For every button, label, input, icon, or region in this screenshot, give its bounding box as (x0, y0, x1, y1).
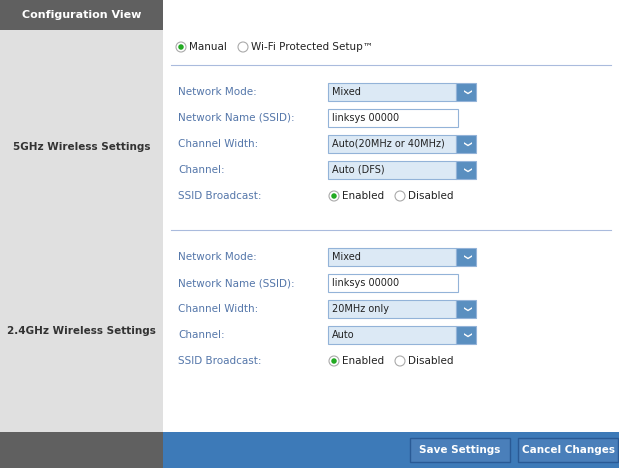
FancyBboxPatch shape (163, 0, 619, 432)
FancyBboxPatch shape (163, 432, 619, 468)
FancyBboxPatch shape (456, 326, 476, 344)
Text: Disabled: Disabled (408, 191, 454, 201)
Text: ❯: ❯ (462, 89, 470, 95)
Text: ❯: ❯ (462, 332, 470, 338)
Text: linksys 00000: linksys 00000 (332, 113, 399, 123)
FancyBboxPatch shape (456, 248, 476, 266)
FancyBboxPatch shape (328, 135, 456, 153)
Text: Enabled: Enabled (342, 356, 384, 366)
Text: Network Mode:: Network Mode: (178, 87, 257, 97)
FancyBboxPatch shape (0, 0, 163, 30)
FancyBboxPatch shape (328, 109, 458, 127)
Text: 5GHz Wireless Settings: 5GHz Wireless Settings (13, 142, 150, 153)
Text: Auto(20MHz or 40MHz): Auto(20MHz or 40MHz) (332, 139, 444, 149)
Text: Channel Width:: Channel Width: (178, 304, 258, 314)
Circle shape (329, 191, 339, 201)
Text: Cancel Changes: Cancel Changes (521, 445, 615, 455)
Circle shape (176, 42, 186, 52)
Text: linksys 00000: linksys 00000 (332, 278, 399, 288)
Text: ❯: ❯ (462, 141, 470, 147)
FancyBboxPatch shape (456, 300, 476, 318)
FancyBboxPatch shape (456, 83, 476, 101)
Text: Disabled: Disabled (408, 356, 454, 366)
Circle shape (238, 42, 248, 52)
FancyBboxPatch shape (456, 161, 476, 179)
Text: 2.4GHz Wireless Settings: 2.4GHz Wireless Settings (7, 326, 156, 336)
Text: Mixed: Mixed (332, 87, 361, 97)
FancyBboxPatch shape (410, 438, 510, 462)
Text: SSID Broadcast:: SSID Broadcast: (178, 356, 261, 366)
Text: Manual: Manual (189, 42, 227, 52)
Text: Network Name (SSID):: Network Name (SSID): (178, 278, 295, 288)
Text: SSID Broadcast:: SSID Broadcast: (178, 191, 261, 201)
FancyBboxPatch shape (328, 83, 456, 101)
FancyBboxPatch shape (0, 0, 163, 468)
FancyBboxPatch shape (0, 432, 163, 468)
FancyBboxPatch shape (518, 438, 618, 462)
Circle shape (395, 191, 405, 201)
Text: Save Settings: Save Settings (419, 445, 501, 455)
Text: Channel Width:: Channel Width: (178, 139, 258, 149)
FancyBboxPatch shape (456, 135, 476, 153)
Circle shape (331, 193, 337, 199)
Text: Auto: Auto (332, 330, 355, 340)
Text: Network Mode:: Network Mode: (178, 252, 257, 262)
Text: Mixed: Mixed (332, 252, 361, 262)
Text: Auto (DFS): Auto (DFS) (332, 165, 384, 175)
Text: Channel:: Channel: (178, 165, 225, 175)
Circle shape (395, 356, 405, 366)
Text: Enabled: Enabled (342, 191, 384, 201)
Text: ❯: ❯ (462, 167, 470, 173)
FancyBboxPatch shape (328, 326, 456, 344)
Text: Channel:: Channel: (178, 330, 225, 340)
Text: ❯: ❯ (462, 306, 470, 312)
Text: ❯: ❯ (462, 254, 470, 260)
Text: Network Name (SSID):: Network Name (SSID): (178, 113, 295, 123)
FancyBboxPatch shape (328, 274, 458, 292)
Text: 20MHz only: 20MHz only (332, 304, 389, 314)
FancyBboxPatch shape (328, 300, 456, 318)
Text: Configuration View: Configuration View (22, 10, 141, 20)
Circle shape (331, 358, 337, 364)
FancyBboxPatch shape (328, 248, 456, 266)
FancyBboxPatch shape (328, 161, 456, 179)
Text: Wi-Fi Protected Setup™: Wi-Fi Protected Setup™ (251, 42, 373, 52)
Circle shape (178, 44, 184, 50)
Circle shape (329, 356, 339, 366)
